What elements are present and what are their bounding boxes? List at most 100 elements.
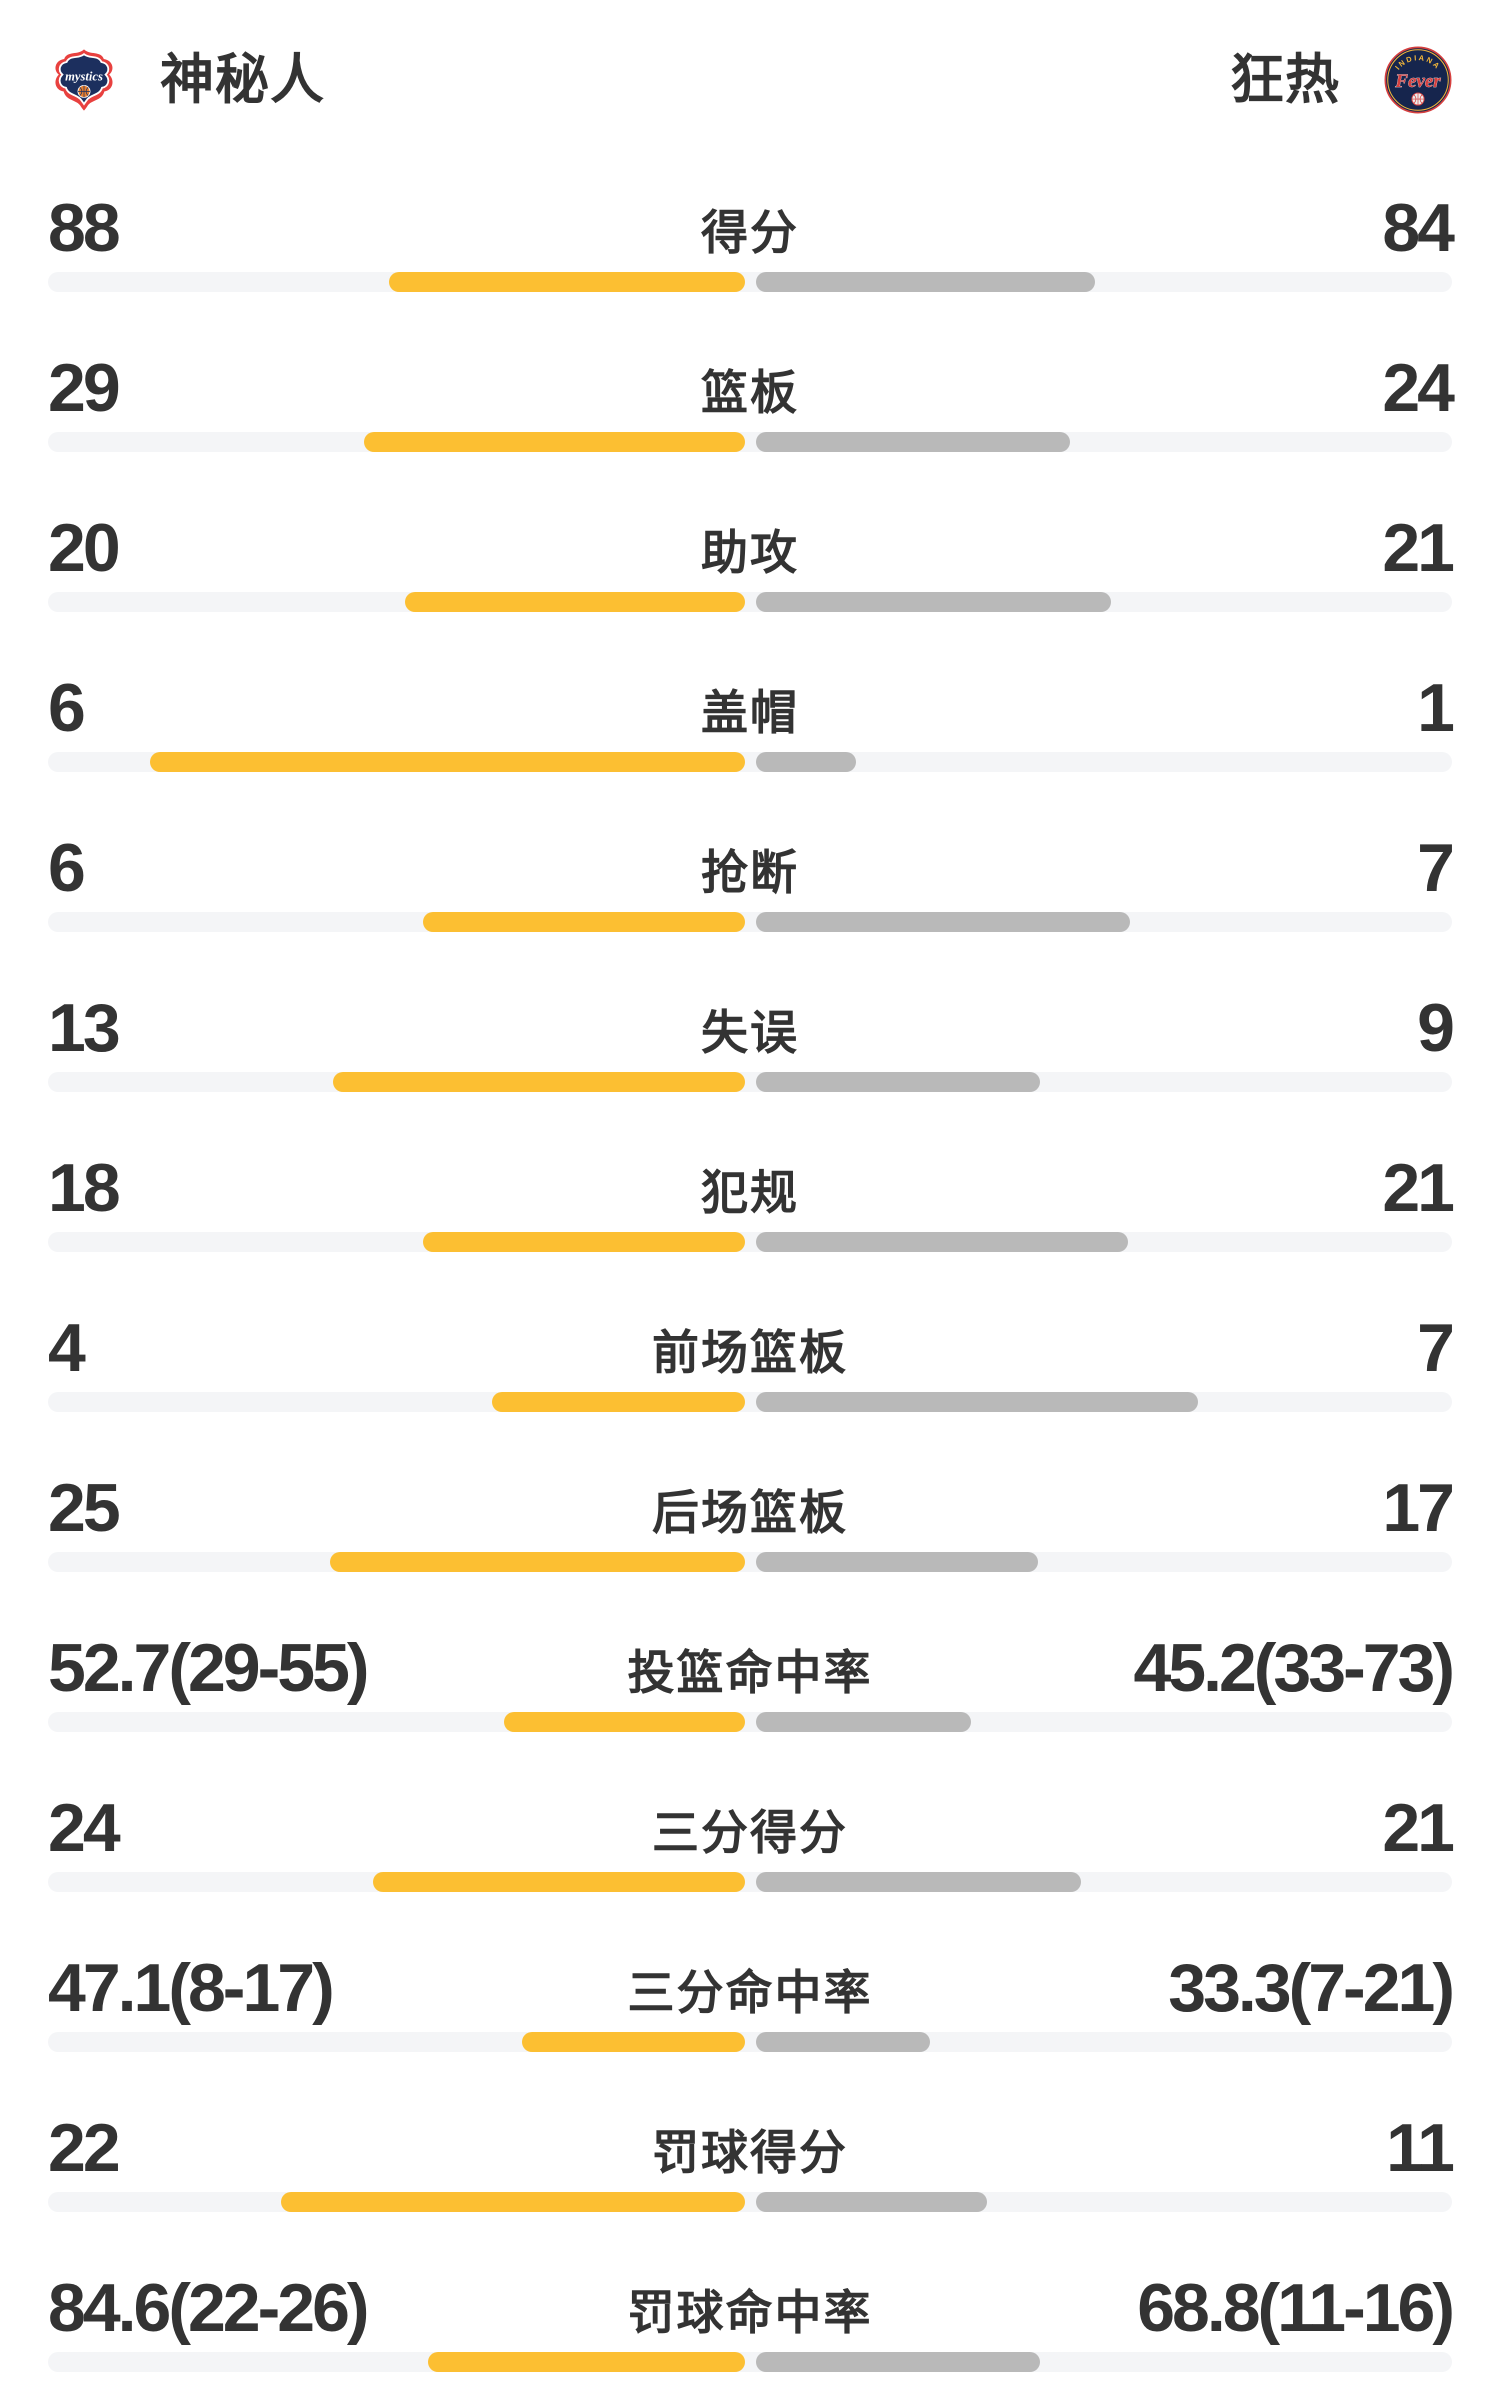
stat-row-失误: 13 失误 9 [0,960,1500,1120]
stat-bar-track [48,2032,1452,2052]
stat-label: 前场篮板 [652,1325,848,1379]
stat-left-value: 13 [48,990,121,1066]
stat-row-text: 6 盖帽 1 [48,670,1455,746]
stat-bar-left-half [48,912,745,932]
stat-bar-track [48,2352,1452,2372]
team-right-name: 狂热 [1230,50,1340,110]
stat-bar-right-half [755,1072,1453,1092]
stat-bar-right-half [755,1712,1453,1732]
left-bar [373,1872,745,1892]
stat-left-value: 52.7(29-55) [48,1630,370,1706]
stat-bar-right-half [755,272,1453,292]
stat-bar-track [48,1872,1452,1892]
stat-row-text: 25 后场篮板 17 [48,1470,1455,1546]
stat-left-value: 20 [48,510,121,586]
stat-left-value: 24 [48,1790,121,1866]
stat-row-text: 6 抢断 7 [48,830,1455,906]
stat-right-value: 24 [1382,350,1455,426]
left-bar [330,1552,745,1572]
stat-row-text: 24 三分得分 21 [48,1790,1455,1866]
right-bar [755,2032,931,2052]
left-bar [388,272,745,292]
stat-bar-track [48,432,1452,452]
stat-bar-right-half [755,1392,1453,1412]
left-bar [504,1712,745,1732]
stat-row-text: 22 罚球得分 11 [48,2110,1455,2186]
left-bar [522,2032,745,2052]
right-bar [755,272,1096,292]
right-bar [755,2192,988,2212]
stat-right-value: 11 [1386,2110,1455,2186]
mystics-logo-icon: mystics [55,49,113,111]
stat-label: 抢断 [701,845,799,899]
stat-row-抢断: 6 抢断 7 [0,800,1500,960]
stat-bar-left-half [48,272,745,292]
left-bar [427,2352,745,2372]
stat-label: 失误 [701,1005,799,1059]
team-left-name: 神秘人 [160,50,325,110]
stat-right-value: 33.3(7-21) [1168,1950,1455,2026]
match-stats-header: mystics 神秘人 INDIANA Fever 狂热 [0,0,1500,160]
stat-left-value: 6 [48,830,86,906]
fever-logo-icon: INDIANA Fever [1384,46,1452,114]
left-bar [363,432,745,452]
stat-label: 助攻 [701,525,799,579]
stat-bar-left-half [48,1712,745,1732]
stat-bar-track [48,752,1452,772]
stat-bar-track [48,1392,1452,1412]
right-bar [755,1552,1038,1572]
stat-right-value: 21 [1382,1150,1455,1226]
stat-label: 投篮命中率 [627,1645,873,1699]
stat-row-罚球命中率: 84.6(22-26) 罚球命中率 68.8(11-16) [0,2240,1500,2400]
team-right-header[interactable]: INDIANA Fever 狂热 [1230,44,1452,116]
stat-right-value: 68.8(11-16) [1137,2270,1455,2346]
right-bar [755,1072,1041,1092]
stat-bar-left-half [48,2032,745,2052]
stat-right-value: 45.2(33-73) [1133,1630,1455,1706]
stat-bar-right-half [755,1552,1453,1572]
stat-label: 后场篮板 [652,1485,848,1539]
stat-bar-right-half [755,592,1453,612]
stat-row-罚球得分: 22 罚球得分 11 [0,2080,1500,2240]
stat-row-text: 20 助攻 21 [48,510,1455,586]
stat-left-value: 47.1(8-17) [48,1950,335,2026]
left-bar [280,2192,745,2212]
right-bar [755,1712,972,1732]
stat-row-助攻: 20 助攻 21 [0,480,1500,640]
stat-bar-track [48,1552,1452,1572]
stat-label: 篮板 [701,365,799,419]
stat-right-value: 21 [1382,510,1455,586]
stat-bar-right-half [755,2192,1453,2212]
right-bar [755,1232,1129,1252]
stat-row-text: 18 犯规 21 [48,1150,1455,1226]
right-bar [755,592,1112,612]
left-bar [491,1392,745,1412]
right-bar [755,1392,1199,1412]
stat-bar-right-half [755,432,1453,452]
stat-left-value: 22 [48,2110,121,2186]
stat-row-犯规: 18 犯规 21 [0,1120,1500,1280]
stat-row-text: 88 得分 84 [48,190,1455,266]
stat-bar-track [48,1072,1452,1092]
stat-left-value: 88 [48,190,121,266]
stat-row-三分命中率: 47.1(8-17) 三分命中率 33.3(7-21) [0,1920,1500,2080]
left-bar [422,1232,745,1252]
stat-bar-left-half [48,1392,745,1412]
stat-bar-right-half [755,2352,1453,2372]
right-bar [755,912,1131,932]
stat-bar-left-half [48,1232,745,1252]
stat-bar-left-half [48,752,745,772]
stat-bar-track [48,272,1452,292]
left-bar [332,1072,745,1092]
stat-bar-track [48,592,1452,612]
stat-left-value: 84.6(22-26) [48,2270,370,2346]
svg-text:mystics: mystics [65,70,103,84]
stat-bar-left-half [48,2192,745,2212]
stat-label: 盖帽 [701,685,799,739]
stat-row-text: 4 前场篮板 7 [48,1310,1455,1386]
team-left-header[interactable]: mystics 神秘人 [48,44,325,116]
stat-row-盖帽: 6 盖帽 1 [0,640,1500,800]
left-bar [149,752,745,772]
stat-bar-track [48,1232,1452,1252]
stat-right-value: 17 [1382,1470,1455,1546]
